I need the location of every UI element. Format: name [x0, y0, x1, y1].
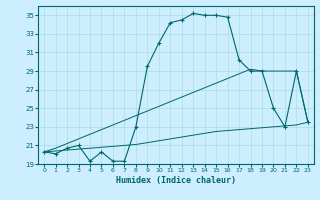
- X-axis label: Humidex (Indice chaleur): Humidex (Indice chaleur): [116, 176, 236, 185]
